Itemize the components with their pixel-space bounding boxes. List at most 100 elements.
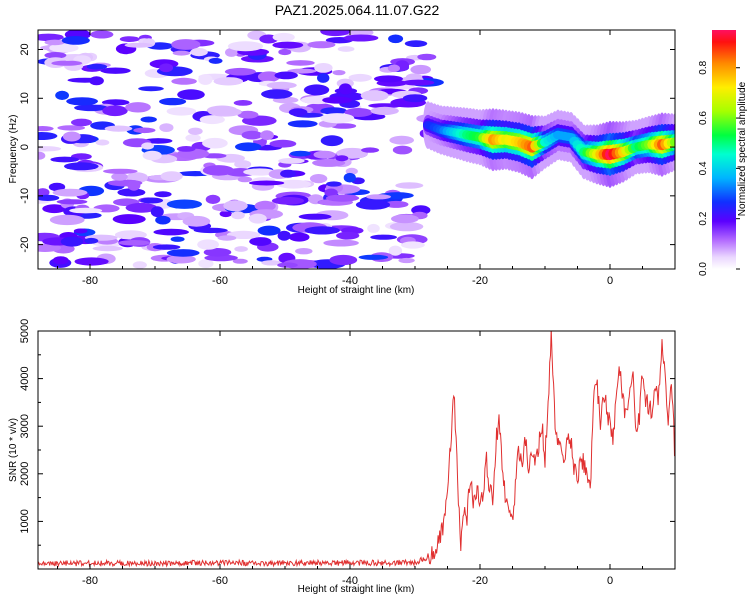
heatmap-noise-blob — [257, 71, 281, 82]
heatmap-noise-blob — [389, 221, 424, 232]
heatmap-noise-blob — [322, 96, 353, 104]
heatmap-noise-blob — [325, 194, 360, 202]
heatmap-noise-blob — [154, 191, 172, 198]
heatmap-noise-blob — [166, 254, 196, 264]
colorbar-label: Normalized spectral amplitude — [737, 81, 748, 216]
heatmap-noise-blob — [343, 34, 379, 42]
heatmap-noise-blob — [335, 155, 349, 162]
heatmap-noise-blob — [111, 172, 128, 181]
heatmap-noise-blob — [402, 79, 435, 86]
heatmap-noise-blob — [38, 243, 62, 252]
heatmap-noise-blob — [185, 134, 201, 142]
heatmap-xtick-label: -20 — [472, 275, 488, 287]
heatmap-noise-blob — [287, 120, 318, 128]
heatmap-noise-blob — [326, 181, 342, 187]
snr-xtick-label: -60 — [212, 575, 228, 587]
heatmap-noise-blob — [208, 57, 223, 64]
heatmap-noise-blob — [176, 146, 196, 152]
heatmap-noise-blob — [248, 180, 285, 186]
heatmap-noise-blob — [127, 180, 141, 191]
heatmap-noise-blob — [38, 126, 54, 132]
heatmap-noise-blob — [182, 215, 211, 227]
heatmap-noise-blob — [225, 47, 238, 57]
heatmap-noise-blob — [171, 39, 201, 50]
figure-title: PAZ1.2025.064.11.07.G22 — [275, 2, 440, 18]
heatmap-noise-blob — [203, 248, 232, 257]
heatmap-noise-blob — [159, 123, 174, 132]
heatmap-noise-blob — [206, 105, 238, 116]
heatmap-noise-blob — [233, 100, 253, 106]
heatmap-noise-blob — [288, 232, 310, 242]
heatmap-noise-blob — [338, 83, 352, 95]
heatmap-noise-blob — [38, 132, 58, 140]
heatmap-noise-blob — [224, 67, 256, 76]
heatmap-noise-blob — [138, 86, 164, 92]
heatmap-noise-blob — [254, 200, 276, 212]
heatmap-noise-blob — [410, 64, 432, 75]
heatmap-xtick-label: -60 — [212, 275, 228, 287]
heatmap-noise-blob — [227, 41, 264, 52]
snr-series-line — [38, 331, 675, 568]
heatmap-noise-blob — [348, 73, 372, 82]
heatmap-noise-blob — [49, 214, 85, 226]
heatmap-noise-blob — [219, 210, 232, 218]
snr-background — [38, 331, 675, 569]
heatmap-noise-blob — [49, 43, 79, 53]
heatmap-noise-blob — [112, 214, 146, 225]
heatmap-noise-blob — [48, 182, 66, 192]
heatmap-noise-blob — [57, 125, 86, 131]
heatmap-noise-blob — [74, 257, 109, 266]
heatmap-noise-blob — [402, 94, 428, 103]
snr-ytick-label: 5000 — [19, 319, 31, 343]
heatmap-noise-blob — [388, 34, 404, 44]
heatmap-noise-blob — [272, 32, 295, 42]
heatmap-noise-blob — [166, 249, 200, 257]
heatmap-noise-blob — [290, 150, 311, 157]
heatmap-noise-blob — [243, 168, 276, 176]
heatmap-noise-blob — [343, 172, 356, 183]
heatmap-noise-blob — [304, 84, 330, 96]
snr-xlabel: Height of straight line (km) — [298, 584, 415, 595]
heatmap-xtick-label: -80 — [82, 275, 98, 287]
heatmap-noise-blob — [304, 226, 340, 235]
heatmap-noise-blob — [395, 182, 424, 189]
heatmap-noise-blob — [38, 33, 64, 41]
heatmap-noise-blob — [307, 41, 336, 49]
heatmap-noise-blob — [52, 188, 88, 197]
heatmap-noise-blob — [140, 116, 157, 123]
heatmap-noise-blob — [249, 237, 272, 246]
heatmap-noise-blob — [277, 262, 298, 268]
heatmap-noise-blob — [38, 194, 60, 201]
heatmap-noise-blob — [133, 127, 156, 134]
heatmap-noise-blob — [38, 146, 62, 152]
heatmap-noise-blob — [391, 214, 419, 224]
heatmap-noise-blob — [159, 97, 187, 106]
heatmap-noise-blob — [360, 90, 389, 102]
heatmap-xtick-label: 0 — [607, 275, 613, 287]
snr-xtick-label: -40 — [342, 575, 358, 587]
heatmap-xtick-label: -40 — [342, 275, 358, 287]
heatmap-cells — [38, 30, 675, 269]
heatmap-noise-blob — [155, 215, 171, 225]
heatmap-noise-blob — [117, 188, 146, 197]
heatmap-noise-blob — [324, 188, 338, 197]
heatmap-noise-blob — [277, 230, 291, 241]
colorbar: 0.0 0.2 0.4 0.6 0.8 Normalized spectral ampl… — [698, 30, 748, 276]
heatmap-noise-blob — [286, 60, 315, 66]
heatmap-noise-blob — [84, 237, 99, 244]
heatmap-noise-blob — [125, 102, 151, 113]
heatmap-noise-blob — [337, 46, 355, 52]
heatmap-noise-blob — [344, 108, 373, 117]
heatmap-noise-blob — [280, 169, 296, 178]
heatmap-noise-blob — [231, 211, 245, 220]
heatmap-noise-blob — [313, 150, 336, 159]
heatmap-ylabel: Frequency (Hz) — [8, 115, 19, 184]
heatmap-ytick-label: 0 — [19, 144, 31, 150]
heatmap-noise-blob — [323, 239, 359, 247]
heatmap-noise-blob — [61, 36, 90, 45]
snr-xtick-label: 0 — [607, 575, 613, 587]
heatmap-noise-blob — [358, 254, 389, 260]
heatmap-panel: -80 -60 -40 -20 0 -20 -10 0 10 20 Height of strai… — [8, 29, 676, 296]
heatmap-noise-blob — [274, 71, 298, 80]
heatmap-noise-blob — [332, 70, 346, 76]
